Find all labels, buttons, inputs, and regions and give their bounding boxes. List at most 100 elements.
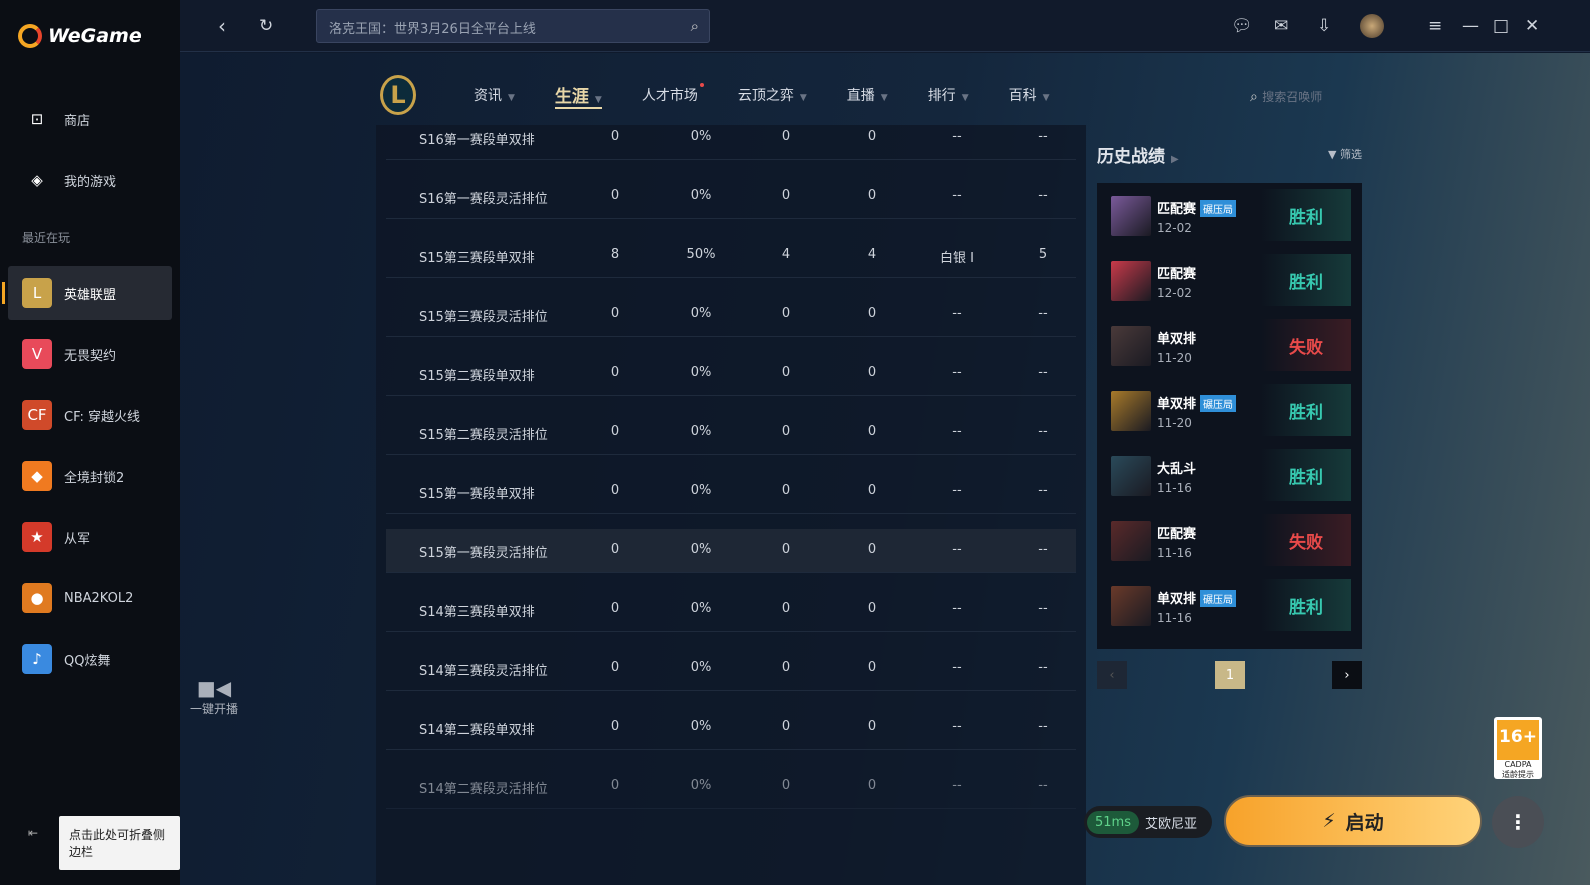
- table-cell: --: [1038, 129, 1048, 144]
- table-cell: S14第二赛段单双排: [419, 723, 535, 738]
- sidebar-game-item[interactable]: ◆ 全境封锁2: [8, 449, 172, 503]
- table-row: S15第一赛段单双排 0 0% 0 0 -- --: [386, 470, 1076, 514]
- table-cell: 0: [610, 365, 620, 380]
- game-nav-tab[interactable]: 人才市场: [642, 83, 704, 105]
- table-cell: --: [1038, 719, 1048, 734]
- maximize-icon[interactable]: □: [1493, 16, 1510, 36]
- menu-icon[interactable]: ≡: [1428, 16, 1443, 36]
- table-cell: 0: [610, 660, 620, 675]
- table-cell: --: [952, 424, 962, 439]
- table-cell: --: [952, 601, 962, 616]
- champion-avatar: [1111, 261, 1151, 301]
- close-icon[interactable]: ✕: [1525, 16, 1540, 36]
- search-input[interactable]: 洛克王国：世界3月26日全平台上线 ⌕: [316, 9, 710, 43]
- sidebar-game-item[interactable]: ♪ QQ炫舞: [8, 632, 172, 686]
- table-cell: --: [1038, 601, 1048, 616]
- filter-button[interactable]: ▼ 筛选: [1328, 148, 1362, 161]
- sidebar-game-item[interactable]: L 英雄联盟: [2, 266, 172, 320]
- lol-logo[interactable]: L: [380, 75, 416, 115]
- match-item[interactable]: 匹配赛 12-02 胜利: [1097, 248, 1362, 313]
- table-cell: 0: [867, 542, 877, 557]
- table-cell: --: [1038, 542, 1048, 557]
- notification-dot: [699, 83, 704, 87]
- next-page-button[interactable]: ›: [1332, 661, 1362, 689]
- page-number[interactable]: 1: [1215, 661, 1245, 689]
- game-nav-tab[interactable]: 直播 ▼: [846, 88, 888, 104]
- go-live-button[interactable]: ■◀ 一键开播: [190, 676, 239, 716]
- start-button[interactable]: ⚡︎ 启动: [1224, 795, 1482, 847]
- table-cell: 5: [1038, 247, 1048, 262]
- match-result: 胜利: [1261, 579, 1351, 631]
- table-cell: --: [952, 306, 962, 321]
- table-cell: 0: [867, 188, 877, 203]
- game-nav-tab[interactable]: 排行 ▼: [927, 88, 969, 104]
- sidebar: WeGame ⊡ 商店 ◈ 我的游戏 最近在玩 L 英雄联盟 V 无畏契约 CF CF: 穿越…: [0, 0, 180, 885]
- sidebar-item-store[interactable]: ⊡ 商店: [8, 92, 172, 146]
- table-cell: 0: [610, 188, 620, 203]
- season-table: S16第一赛段单双排 0 0% 0 0 -- -- S16第一赛段灵活排位 0 0% 0 0 -- -- S…: [376, 125, 1086, 885]
- champion-avatar: [1111, 326, 1151, 366]
- game-nav-tab[interactable]: 资讯 ▼: [474, 88, 515, 104]
- champion-avatar: [1111, 521, 1151, 561]
- mail-icon[interactable]: ✉: [1274, 16, 1289, 36]
- table-cell: 4: [781, 247, 791, 262]
- chat-icon[interactable]: 💬︎: [1231, 16, 1253, 36]
- sidebar-game-item[interactable]: ● NBA2KOL2: [8, 571, 172, 625]
- champion-avatar: [1111, 196, 1151, 236]
- table-cell: --: [1038, 483, 1048, 498]
- back-icon[interactable]: ‹: [218, 14, 226, 38]
- collapse-sidebar-icon[interactable]: ⇤: [28, 826, 39, 840]
- match-item[interactable]: 单双排 碾压局 11-16 胜利: [1097, 573, 1362, 638]
- wegame-logo[interactable]: WeGame: [18, 24, 142, 48]
- table-cell: S15第一赛段灵活排位: [419, 546, 548, 561]
- match-tag: 碾压局: [1200, 590, 1237, 607]
- table-cell: 0%: [690, 188, 712, 203]
- search-icon[interactable]: ⌕: [690, 17, 699, 35]
- table-cell: --: [952, 483, 962, 498]
- game-icon: ★: [22, 522, 52, 552]
- sidebar-game-item[interactable]: CF CF: 穿越火线: [8, 388, 172, 442]
- table-cell: --: [1038, 778, 1048, 793]
- match-item[interactable]: 大乱斗 11-16 胜利: [1097, 443, 1362, 508]
- match-item[interactable]: 单双排 碾压局 11-20 胜利: [1097, 378, 1362, 443]
- table-cell: S15第二赛段灵活排位: [419, 428, 548, 443]
- more-options-button[interactable]: ⋮: [1492, 796, 1544, 848]
- game-nav-tab[interactable]: 百科 ▼: [1008, 88, 1050, 104]
- refresh-icon[interactable]: ↻: [259, 16, 274, 36]
- table-cell: S16第一赛段灵活排位: [419, 192, 548, 207]
- sidebar-game-item[interactable]: ★ 从军: [8, 510, 172, 564]
- table-cell: 4: [867, 247, 877, 262]
- game-nav-tab[interactable]: 云顶之弈 ▼: [737, 88, 807, 104]
- table-cell: 0: [610, 306, 620, 321]
- game-icon: ♪: [22, 644, 52, 674]
- match-tag: 碾压局: [1200, 200, 1237, 217]
- game-icon: L: [22, 278, 52, 308]
- game-icon: ◆: [22, 461, 52, 491]
- avatar[interactable]: [1360, 14, 1384, 38]
- match-item[interactable]: 单双排 11-20 失败: [1097, 313, 1362, 378]
- minimize-icon[interactable]: —: [1462, 16, 1479, 36]
- match-item[interactable]: 匹配赛 碾压局 12-02 胜利: [1097, 183, 1362, 248]
- table-row: S15第一赛段灵活排位 0 0% 0 0 -- --: [386, 529, 1076, 573]
- history-title[interactable]: 历史战绩 ▶: [1097, 147, 1179, 167]
- table-cell: 0%: [690, 542, 712, 557]
- gamepad-icon: ◈: [31, 171, 43, 189]
- game-nav-tab[interactable]: 生涯 ▼: [554, 82, 602, 109]
- chevron-right-icon: ▶: [1171, 154, 1179, 165]
- sidebar-game-item[interactable]: V 无畏契约: [8, 327, 172, 381]
- server-selector[interactable]: 51ms 艾欧尼亚: [1084, 806, 1212, 838]
- sidebar-item-my-games[interactable]: ◈ 我的游戏: [8, 153, 172, 207]
- table-cell: 0: [781, 660, 791, 675]
- prev-page-button[interactable]: ‹: [1097, 661, 1127, 689]
- table-cell: 0: [610, 778, 620, 793]
- caret-down-icon: ▼: [961, 93, 969, 103]
- table-cell: 0%: [690, 306, 712, 321]
- table-cell: 0: [781, 601, 791, 616]
- match-item[interactable]: 匹配赛 11-16 失败: [1097, 508, 1362, 573]
- summoner-search-input[interactable]: ⌕ 搜索召唤师: [1250, 89, 1323, 105]
- table-cell: --: [1038, 424, 1048, 439]
- download-icon[interactable]: ⇩: [1317, 16, 1332, 36]
- table-cell: 8: [610, 247, 620, 262]
- table-cell: 0: [781, 306, 791, 321]
- table-cell: --: [952, 660, 962, 675]
